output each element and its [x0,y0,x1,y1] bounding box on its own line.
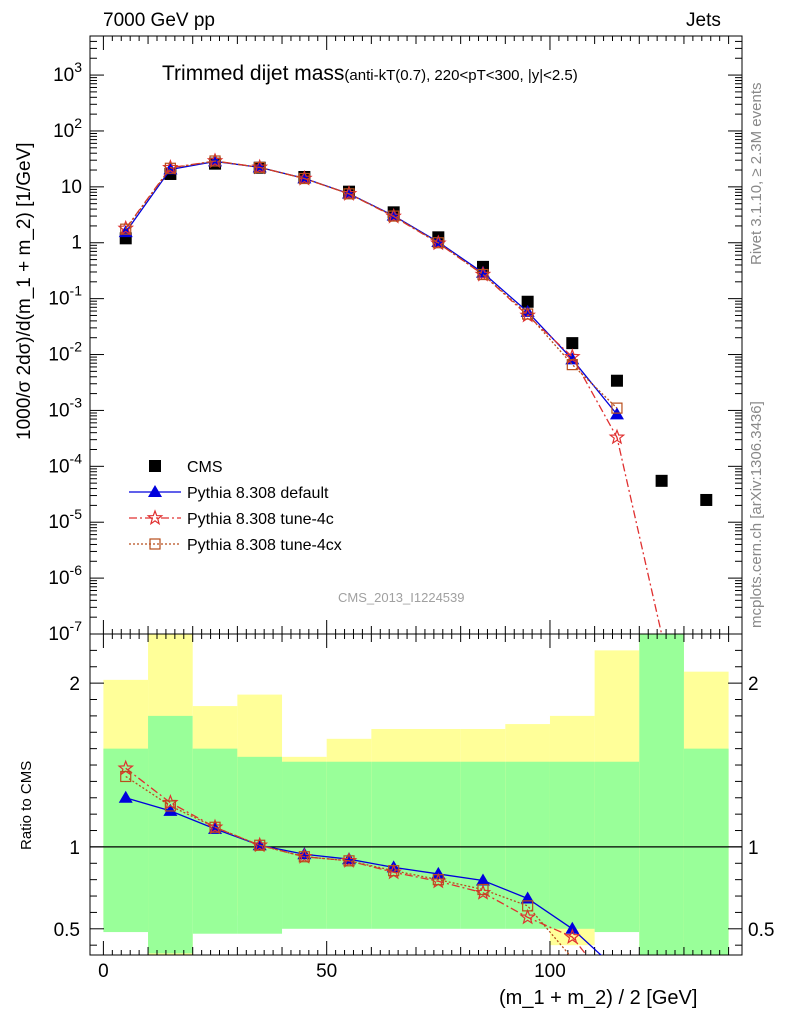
data-point [566,337,579,350]
ratio-point [343,855,355,867]
ratio-point [388,865,400,877]
analysis-id: CMS_2013_I1224539 [338,590,465,605]
ratio-tick-label-right: 1 [748,838,759,859]
ratio-series [117,759,602,955]
y-tick-label: 10-4 [48,450,82,477]
data-point [610,374,623,387]
uncertainty-bands [103,634,729,955]
data-point [388,210,400,222]
ratio-tick-label: 1 [69,838,80,859]
ratio-point [118,790,133,803]
ratio-point [475,873,490,886]
ratio-tick-label-right: 2 [748,674,759,695]
ratio-line-1 [125,767,588,955]
band-green [505,761,550,929]
band-green [192,748,238,934]
data-point [655,474,668,487]
legend-marker [149,538,161,550]
ratio-point [209,821,221,833]
data-point [164,162,176,174]
upper-axes: 10-7 10-6 10-5 10-4 10-3 10-2 10-1 1 10 102 103 [48,35,743,645]
energy-label: 7000 GeV pp [103,10,215,31]
data-point [566,359,578,371]
ratio-line-0 [125,797,602,955]
x-tick-label: 50 [316,961,337,982]
ratio-tick-label-right: 0.5 [748,920,774,941]
y-tick-label: 10-7 [48,618,82,645]
x-axis-label: (m_1 + m_2) / 2 [GeV] [499,987,698,1009]
data-point [477,268,489,281]
y-tick-label: 103 [53,59,82,86]
legend-marker [146,509,164,526]
band-green [683,748,729,955]
ratio-point [298,851,310,863]
ratio-tick-label: 0.5 [54,920,80,941]
chart-title-main: Trimmed dijet mass [162,62,345,85]
data-point [520,304,535,317]
legend-marker [148,485,162,497]
y-axis-label: 1000/σ 2dσ)/d(m_1 + m_2) [1/GeV] [14,142,35,440]
chart-title-qualifier: (anti-kT(0.7), 220<pT<300, |y|<2.5) [344,67,578,84]
band-green [460,761,506,929]
band-green [148,715,193,954]
data-point [608,428,626,445]
ratio-point [477,883,489,896]
y-tick-label: 10 [61,177,82,198]
ratio-tick-label: 2 [69,674,80,695]
data-point [522,308,534,320]
rivet-label: Rivet 3.1.10, ≥ 2.3M events [748,82,765,266]
ratio-point [563,928,581,944]
series-line-2 [125,160,663,635]
chart-title: Trimmed dijet mass(anti-kT(0.7), 220<pT<… [162,62,578,86]
band-green [103,748,149,933]
band-green [416,761,461,929]
mcplots-label: mcplots.cern.ch [arXiv:1306.3436] [748,401,765,628]
data-point [432,237,444,249]
ratio-point [254,839,266,851]
ratio-point [565,921,580,934]
ratio-point [432,874,444,886]
y-tick-label: 10-6 [48,562,82,589]
data-point [120,223,132,235]
data-point [521,295,534,308]
ratio-point [163,803,178,816]
legend: CMS Pythia 8.308 default Pythia 8.308 tune… [129,459,342,554]
data-point [298,172,310,185]
ratio-line-2 [125,775,571,955]
data-point [700,493,713,506]
ratio-point [120,770,132,783]
y-tick-label: 10-5 [48,506,82,533]
legend-label: Pythia 8.308 tune-4c [187,511,334,528]
y-tick-label: 102 [53,115,82,142]
ratio-point [522,900,534,912]
data-point [254,161,266,174]
data-point [611,402,623,414]
legend-label: CMS [187,459,223,476]
ratio-point [519,908,536,925]
y-tick-label: 10-1 [48,283,82,310]
band-green [326,761,372,929]
distribution-series [117,152,713,635]
process-label: Jets [686,10,721,31]
x-tick-label: 0 [98,961,109,982]
series-line-1 [125,160,618,415]
legend-marker [149,460,161,472]
legend-label: Pythia 8.308 tune-4cx [187,537,342,554]
data-point [343,188,355,200]
lower-axes: 0 50 100 0.5 0.5 1 1 2 2 [54,633,774,982]
ratio-axis-label: Ratio to CMS [18,760,35,850]
y-tick-label: 1 [71,233,82,254]
x-tick-label: 100 [534,961,566,982]
legend-label: Pythia 8.308 default [187,485,329,502]
data-point [209,155,221,167]
ratio-point [164,800,176,812]
band-green [371,761,416,929]
band-green [282,761,327,929]
y-tick-label: 10-2 [48,339,82,366]
band-green [549,761,595,929]
y-tick-label: 10-3 [48,394,82,421]
series-line-3 [125,160,618,409]
band-green [639,634,684,955]
